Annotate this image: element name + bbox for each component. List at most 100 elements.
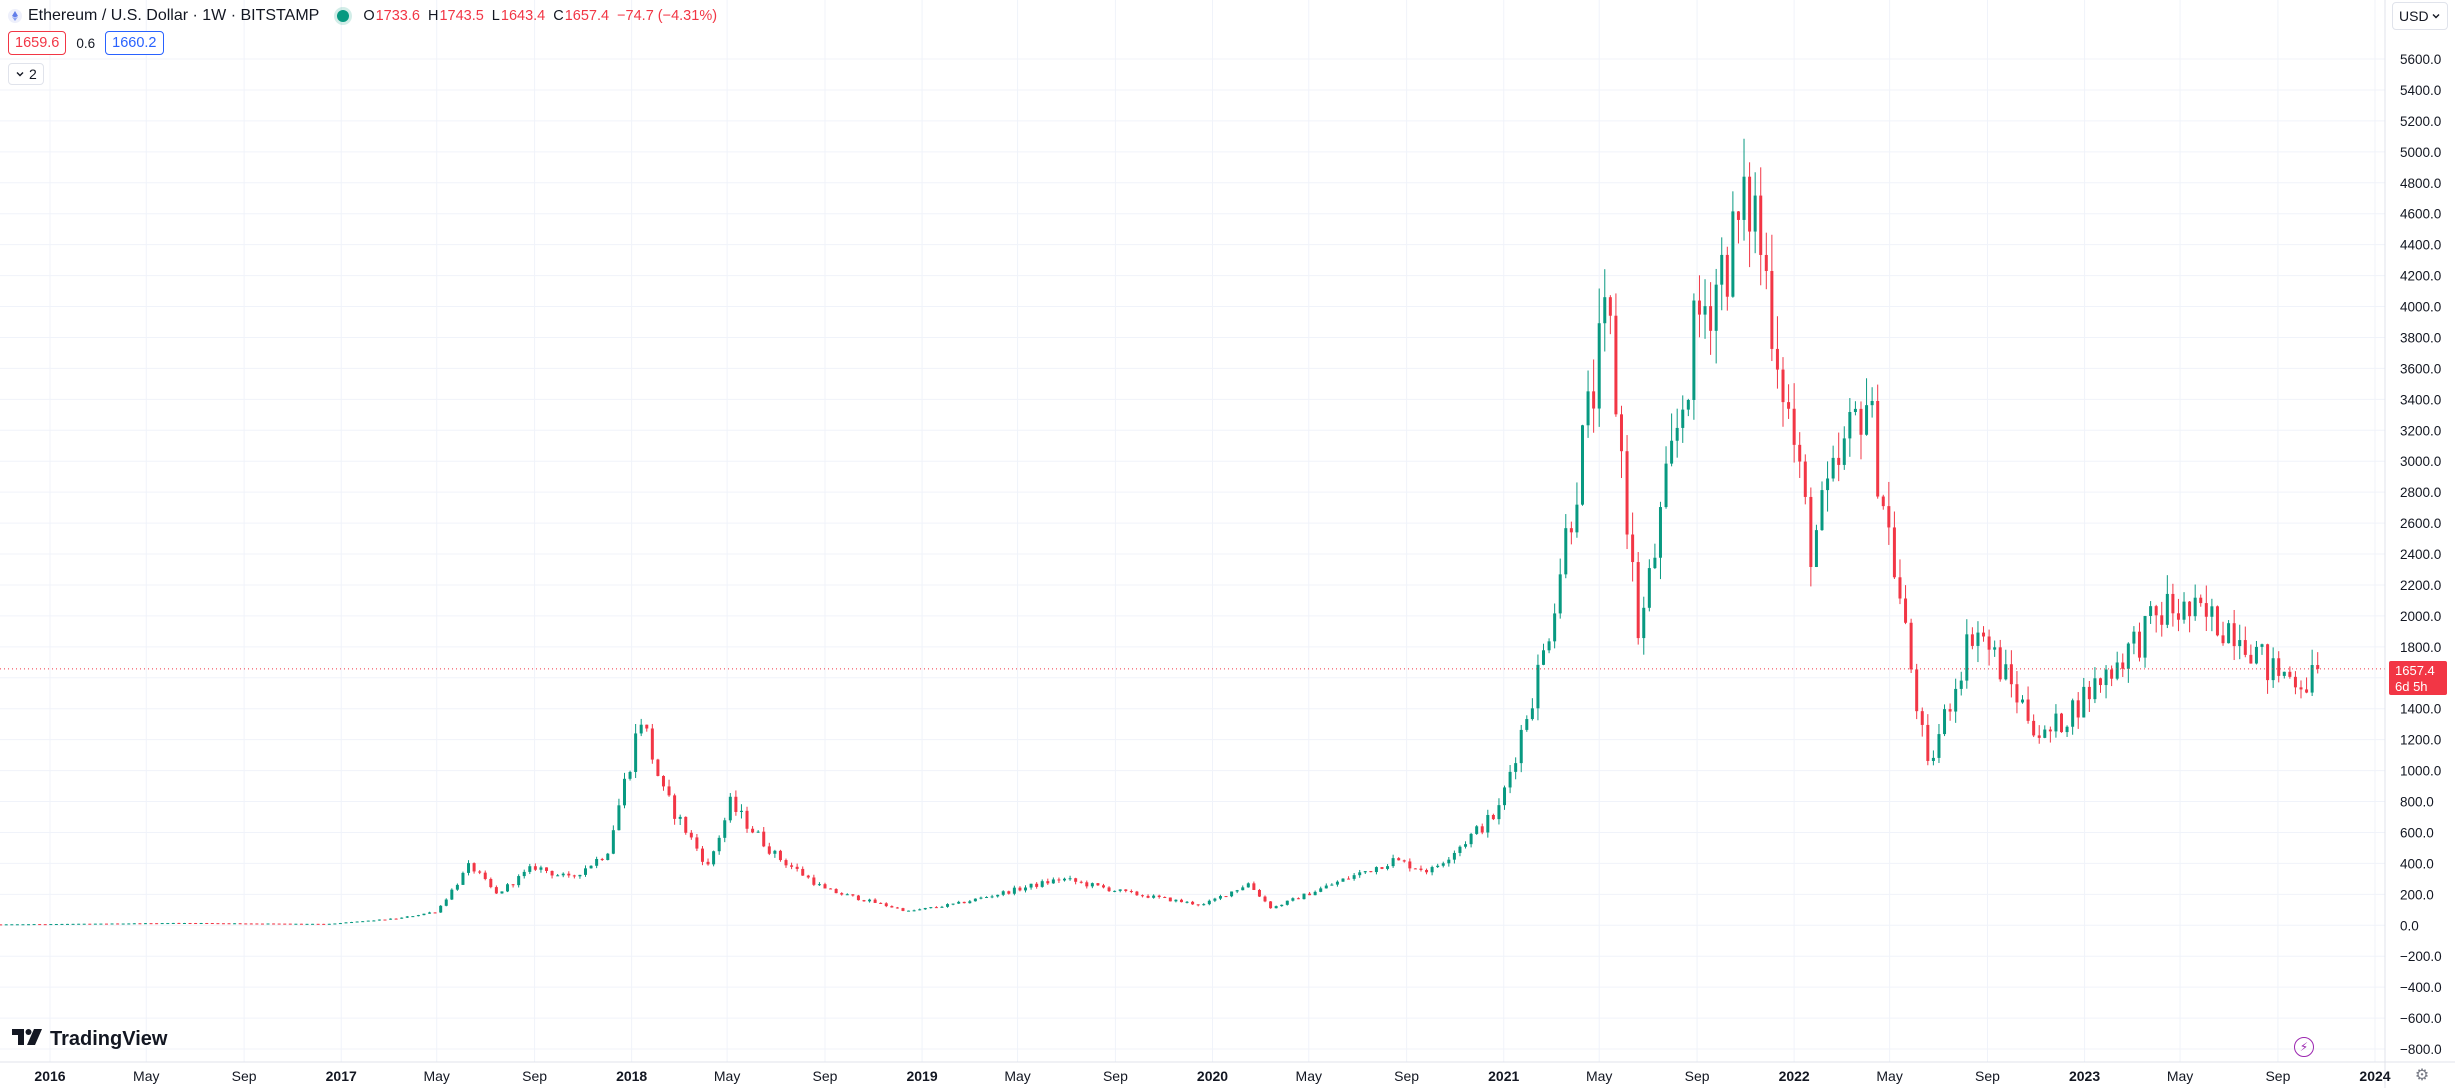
candle-body xyxy=(1731,211,1735,297)
candle-body xyxy=(433,912,437,914)
x-tick-label: May xyxy=(423,1068,449,1084)
candle-body xyxy=(283,923,287,925)
candle-body xyxy=(812,877,816,885)
candle-body xyxy=(1709,306,1713,331)
candle-body xyxy=(2009,664,2013,685)
candle-body xyxy=(650,728,654,760)
candle-body xyxy=(1386,866,1390,869)
candle-body xyxy=(1670,440,1674,464)
candle-body xyxy=(199,923,203,925)
candle-body xyxy=(132,923,136,925)
candle-body xyxy=(2154,606,2158,616)
candle-body xyxy=(500,891,504,894)
candle-body xyxy=(706,861,710,865)
spread-value: 0.6 xyxy=(76,35,96,51)
candle-body xyxy=(957,901,961,904)
price-axis[interactable]: 5600.0 5400.0 5200.0 5000.0 4800.0 4600.0 4400… xyxy=(2384,0,2442,1088)
chevron-down-icon xyxy=(2431,8,2441,24)
candle-body xyxy=(489,878,493,888)
candle-body xyxy=(1430,867,1434,873)
candle-body xyxy=(539,867,543,870)
candle-body xyxy=(1096,883,1100,886)
symbol-title[interactable]: Ethereum / U.S. Dollar · 1W · BITSTAMP xyxy=(28,7,320,24)
candle-body xyxy=(299,923,303,925)
y-tick-label: 2000.0 xyxy=(2400,609,2441,624)
candle-body xyxy=(1692,300,1696,400)
candle-body xyxy=(1792,408,1796,445)
x-tick-label: 2023 xyxy=(2069,1068,2100,1084)
candle-body xyxy=(762,831,766,847)
bar-countdown: 6d 5h xyxy=(2395,678,2428,694)
lightning-icon[interactable]: ⚡ xyxy=(2294,1037,2314,1057)
candle-body xyxy=(561,873,565,876)
candle-body xyxy=(1820,490,1824,531)
candle-body xyxy=(1163,897,1167,899)
x-tick-label: May xyxy=(1876,1068,1902,1084)
candle-body xyxy=(82,923,86,925)
candle-body xyxy=(1012,887,1016,894)
candle-body xyxy=(1814,530,1818,567)
candle-body xyxy=(2204,603,2208,617)
candle-body xyxy=(1614,315,1618,415)
candle-body xyxy=(2310,665,2314,693)
candle-body xyxy=(583,868,587,875)
candle-body xyxy=(1179,899,1183,903)
candle-body xyxy=(1904,598,1908,623)
candle-body xyxy=(918,909,922,911)
candle-body xyxy=(2199,597,2203,604)
candle-body xyxy=(444,899,448,906)
candle-body xyxy=(790,865,794,867)
candle-body xyxy=(411,916,415,918)
candle-body xyxy=(1274,906,1278,909)
candle-body xyxy=(1063,878,1067,881)
candle-body xyxy=(1714,284,1718,331)
candle-body xyxy=(2149,606,2153,617)
candlestick-series xyxy=(0,138,2385,926)
candle-body xyxy=(2115,662,2119,679)
candle-body xyxy=(1018,887,1022,891)
candle-body xyxy=(1113,890,1117,892)
candle-body xyxy=(829,888,833,890)
candle-body xyxy=(1107,887,1111,892)
indicators-collapse-button[interactable]: 2 xyxy=(8,63,44,85)
candle-body xyxy=(1168,897,1172,902)
candle-body xyxy=(968,901,972,904)
candle-body xyxy=(171,922,175,924)
gear-icon[interactable]: ⚙ xyxy=(2414,1067,2430,1084)
candle-body xyxy=(1759,195,1763,255)
y-tick-label: 3400.0 xyxy=(2400,392,2441,407)
candle-body xyxy=(895,907,899,909)
candle-body xyxy=(49,924,53,926)
candle-body xyxy=(1051,879,1055,884)
candle-body xyxy=(1547,641,1551,651)
candle-body xyxy=(879,902,883,904)
candle-body xyxy=(1631,534,1635,563)
currency-selector[interactable]: USD xyxy=(2392,2,2448,30)
candle-body xyxy=(361,921,365,923)
candle-body xyxy=(1748,176,1752,232)
buy-price-button[interactable]: 1660.2 xyxy=(105,31,164,55)
candle-body xyxy=(639,724,643,734)
candle-body xyxy=(1569,528,1573,533)
candle-body xyxy=(1291,898,1295,901)
candle-body xyxy=(996,894,1000,897)
candle-body xyxy=(27,924,31,926)
candle-body xyxy=(1491,814,1495,820)
candle-body xyxy=(973,898,977,902)
sell-price-button[interactable]: 1659.6 xyxy=(8,31,67,55)
candle-body xyxy=(2059,713,2063,733)
candle-body xyxy=(2215,606,2219,636)
symbol-legend: Ethereum / U.S. Dollar · 1W · BITSTAMP O… xyxy=(8,6,717,26)
time-axis[interactable]: 2016 May Sep 2017 May Sep 2018 May Sep 2019 May Sep… xyxy=(0,1061,2455,1084)
candle-body xyxy=(678,816,682,819)
market-status-icon[interactable] xyxy=(337,10,350,22)
candle-body xyxy=(2032,720,2036,736)
candle-body xyxy=(2082,686,2086,718)
candle-body xyxy=(1469,833,1473,845)
y-tick-label: 2800.0 xyxy=(2400,485,2441,500)
candle-body xyxy=(990,896,994,898)
candle-body xyxy=(104,923,108,925)
candle-body xyxy=(266,923,270,925)
tradingview-logo[interactable]: TradingView xyxy=(12,1028,167,1051)
